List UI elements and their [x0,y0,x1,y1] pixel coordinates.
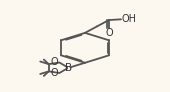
Text: O: O [51,68,58,78]
Text: B: B [65,63,72,73]
Text: OH: OH [122,14,137,24]
Text: O: O [105,28,113,38]
Text: O: O [51,57,58,67]
